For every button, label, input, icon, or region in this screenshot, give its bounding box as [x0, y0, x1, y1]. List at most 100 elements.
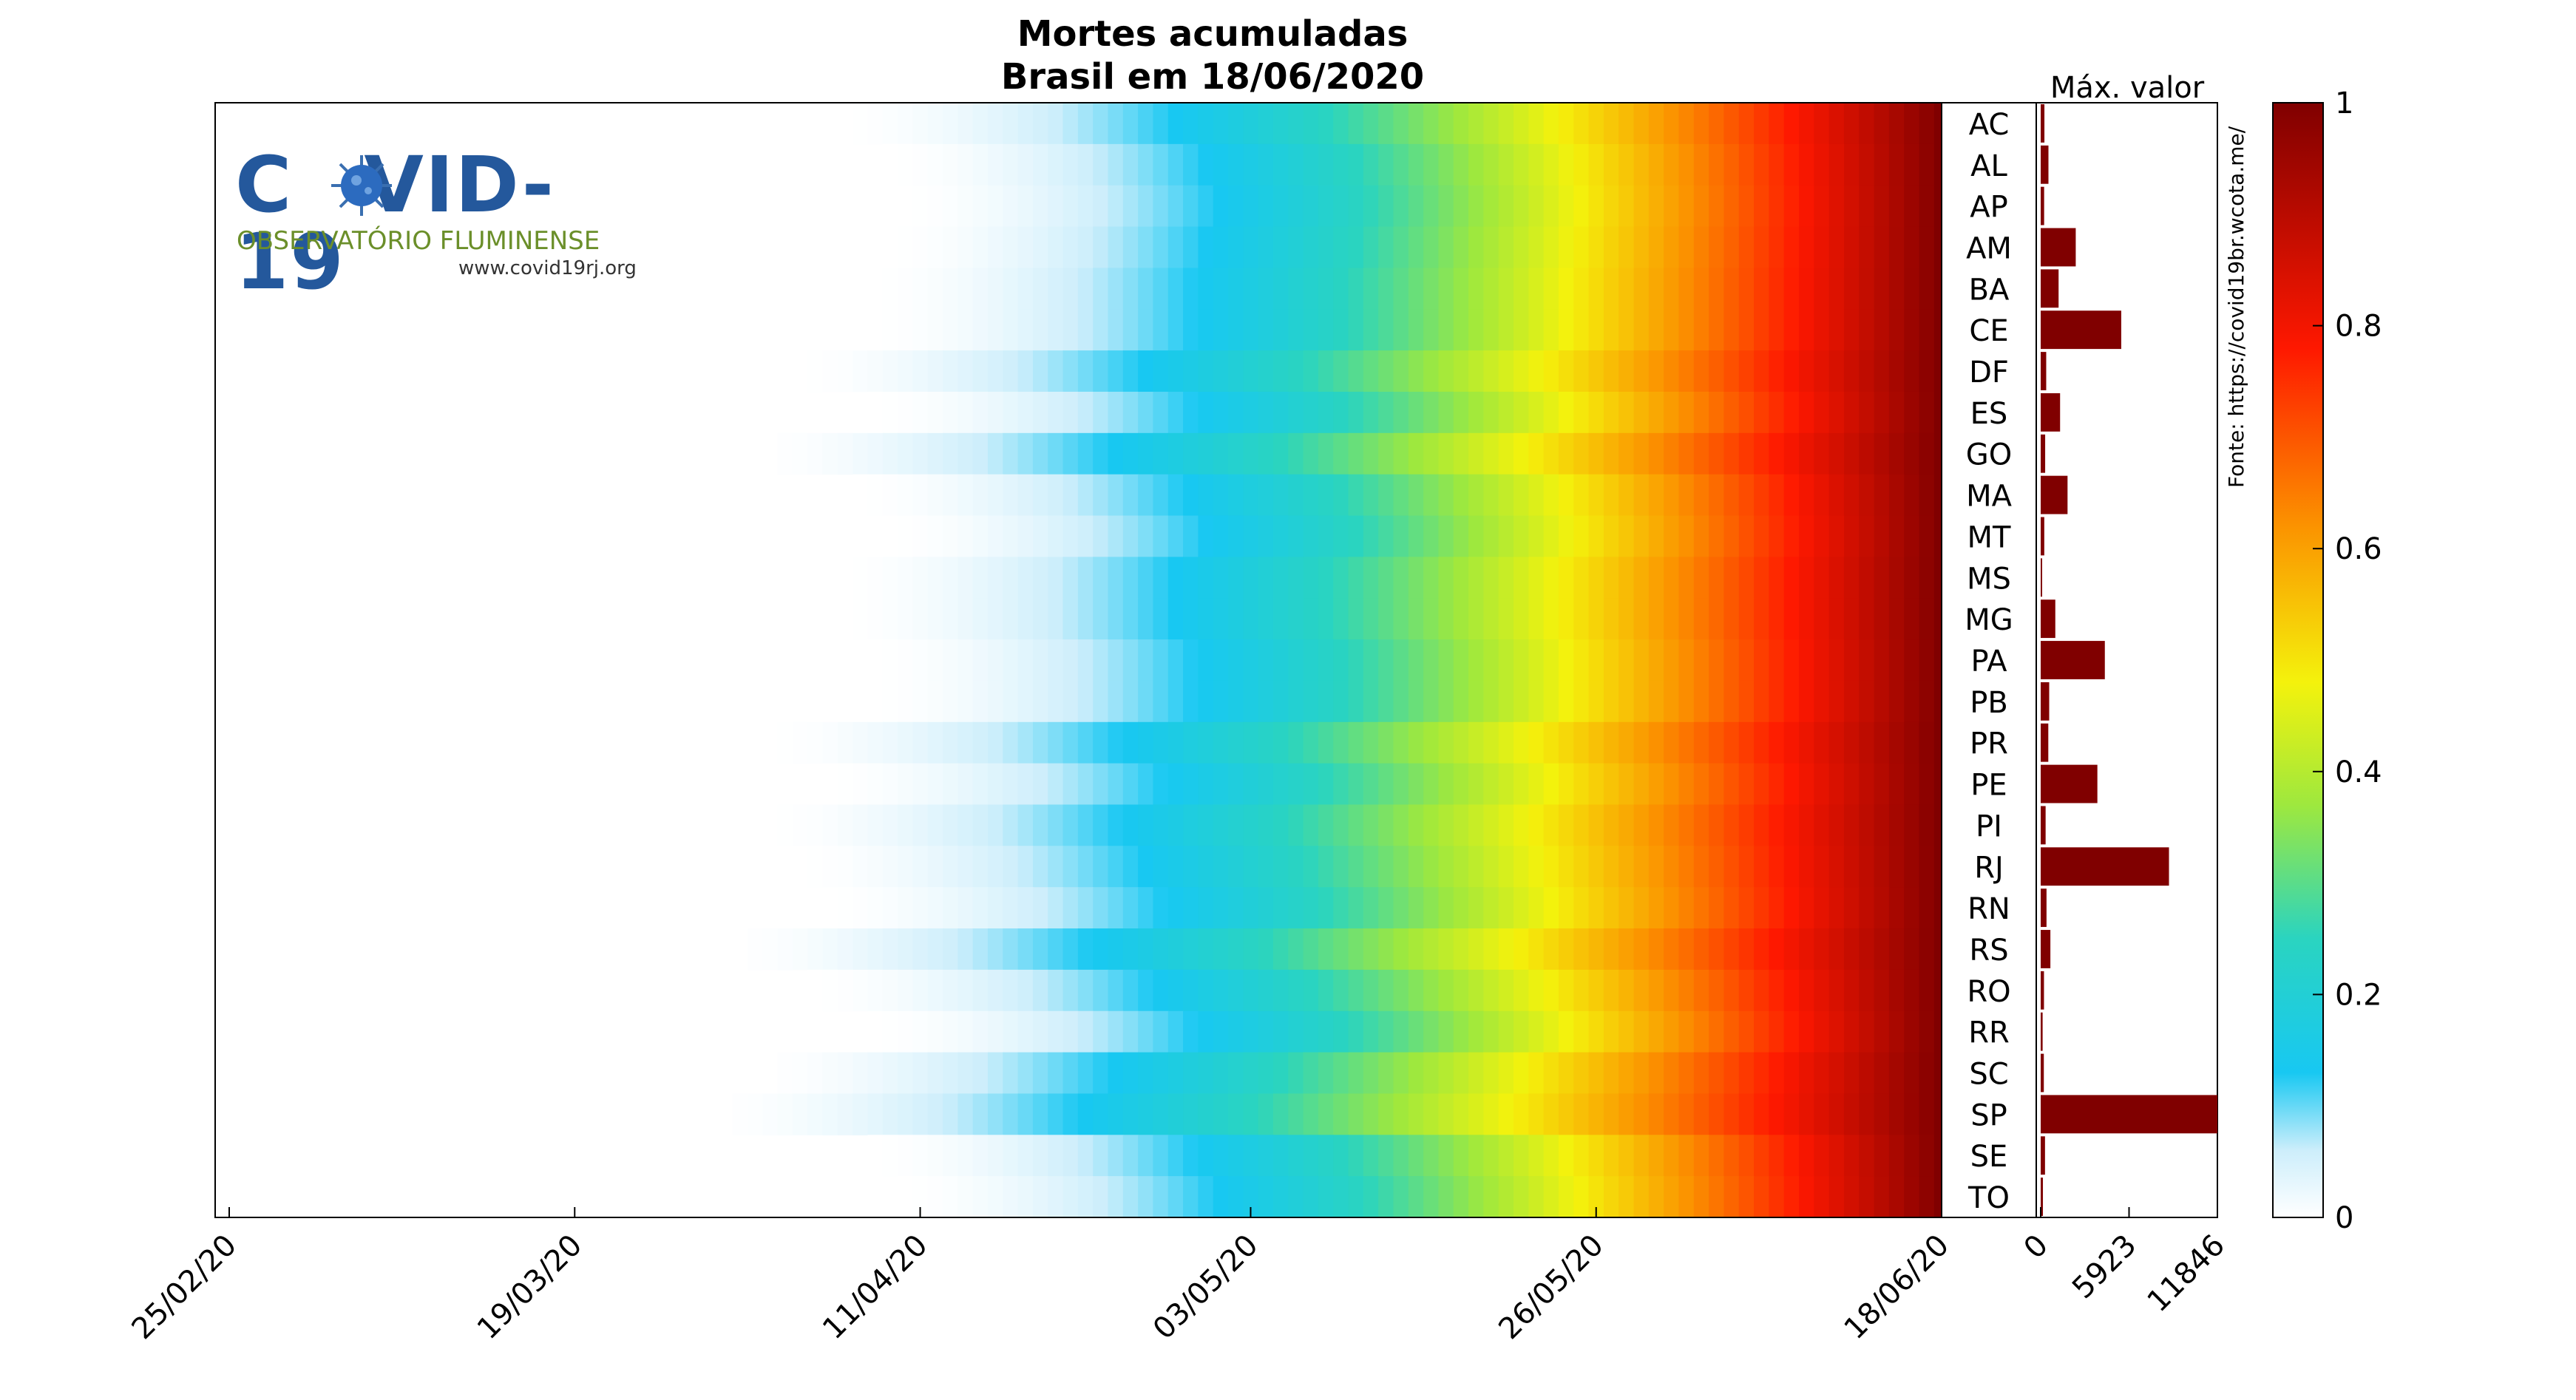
- heatmap-cell: [1378, 391, 1394, 434]
- heatmap-cell: [1093, 969, 1109, 1012]
- heatmap-cell: [1558, 226, 1575, 269]
- heatmap-cell: [1288, 680, 1304, 723]
- heatmap-cell: [1709, 391, 1725, 434]
- heatmap-cell: [1573, 557, 1590, 599]
- heatmap-cell: [927, 226, 943, 269]
- heatmap-cell: [927, 515, 943, 557]
- heatmap-cell: [912, 143, 929, 186]
- heatmap-cell: [912, 639, 929, 682]
- heatmap-cell: [912, 1093, 929, 1135]
- heatmap-cell: [882, 474, 898, 517]
- heatmap-cell: [1528, 309, 1545, 351]
- heatmap-cell: [1288, 1010, 1304, 1053]
- heatmap-cell: [1693, 887, 1709, 929]
- heatmap-cell: [943, 103, 959, 145]
- heatmap-cell: [1483, 1135, 1499, 1177]
- heatmap-cell: [1032, 185, 1049, 228]
- heatmap-cell: [1198, 350, 1214, 393]
- heatmap-cell: [1408, 103, 1424, 145]
- heatmap-cell: [1843, 1176, 1860, 1218]
- heatmap-cell: [853, 474, 869, 517]
- heatmap-cell: [1709, 680, 1725, 723]
- heatmap-cell: [1153, 1093, 1169, 1135]
- heatmap-cell: [1003, 557, 1019, 599]
- heatmap-cell: [1633, 350, 1650, 393]
- heatmap-cell: [1093, 143, 1109, 186]
- heatmap-cell: [957, 185, 974, 228]
- heatmap-cell: [1393, 1010, 1409, 1053]
- heatmap-cell: [972, 887, 989, 929]
- heatmap-cell: [1438, 1093, 1454, 1135]
- heatmap-cell: [1603, 763, 1620, 806]
- heatmap-cell: [1769, 350, 1785, 393]
- heatmap-cell: [867, 846, 884, 888]
- heatmap-cell: [1769, 391, 1785, 434]
- heatmap-cell: [1498, 887, 1514, 929]
- heatmap-cell: [1138, 763, 1154, 806]
- heatmap-cell: [1228, 1093, 1244, 1135]
- heatmap-cell: [1272, 350, 1289, 393]
- heatmap-cell: [1828, 887, 1845, 929]
- heatmap-cell: [822, 763, 838, 806]
- heatmap-cell: [1122, 969, 1139, 1012]
- heatmap-cell: [1814, 721, 1830, 764]
- heatmap-cell: [1468, 185, 1485, 228]
- heatmap-cell: [1799, 598, 1815, 640]
- x-axis: 25/02/20 19/03/20 11/04/20 03/05/20 26/05/20…: [126, 1207, 1956, 1346]
- heatmap-cell: [1693, 557, 1709, 599]
- heatmap-cell: [912, 350, 929, 393]
- heatmap-cell: [1754, 103, 1770, 145]
- heatmap-cell: [1919, 846, 1935, 888]
- heatmap-cell: [1799, 639, 1815, 682]
- heatmap-cell: [1183, 639, 1199, 682]
- heatmap-cell: [987, 515, 1004, 557]
- heatmap-cell: [1423, 474, 1440, 517]
- heatmap-cell: [1108, 763, 1124, 806]
- heatmap-cell: [1709, 268, 1725, 310]
- heatmap-cell: [1438, 1010, 1454, 1053]
- heatmap-cell: [867, 309, 884, 351]
- heatmap-cell: [1348, 226, 1364, 269]
- heatmap-cell: [957, 846, 974, 888]
- heatmap-cell: [1483, 432, 1499, 475]
- heatmap-cell: [1904, 103, 1920, 145]
- heatmap-cell: [1828, 1010, 1845, 1053]
- state-label: AP: [1970, 191, 2007, 225]
- heatmap-cell: [1919, 639, 1935, 682]
- heatmap-cell: [1213, 557, 1229, 599]
- heatmap-cell: [1678, 721, 1695, 764]
- heatmap-cell: [943, 680, 959, 723]
- heatmap-cell: [1859, 969, 1875, 1012]
- heatmap-cell: [1814, 1093, 1830, 1135]
- heatmap-cell: [822, 887, 838, 929]
- heatmap-cell: [1153, 928, 1169, 971]
- heatmap-cell: [1619, 1176, 1635, 1218]
- heatmap-cell: [1438, 1176, 1454, 1218]
- heatmap-cell: [912, 557, 929, 599]
- heatmap-cell: [957, 143, 974, 186]
- heatmap-cell: [1138, 432, 1154, 475]
- heatmap-cell: [1754, 639, 1770, 682]
- heatmap-cell: [1333, 1135, 1349, 1177]
- heatmap-cell: [1573, 515, 1590, 557]
- heatmap-cell: [912, 846, 929, 888]
- heatmap-cell: [1258, 1135, 1274, 1177]
- heatmap-cell: [1423, 598, 1440, 640]
- heatmap-cell: [1213, 928, 1229, 971]
- heatmap-cell: [1062, 226, 1079, 269]
- heatmap-cell: [1498, 1093, 1514, 1135]
- heatmap-cell: [972, 598, 989, 640]
- heatmap-cell: [987, 680, 1004, 723]
- heatmap-cell: [1633, 1010, 1650, 1053]
- heatmap-cell: [1393, 928, 1409, 971]
- heatmap-cell: [1588, 226, 1604, 269]
- heatmap-cell: [1153, 432, 1169, 475]
- heatmap-cell: [957, 557, 974, 599]
- heatmap-cell: [1468, 680, 1485, 723]
- heatmap-cell: [1258, 143, 1274, 186]
- side-bar: [2041, 310, 2121, 350]
- heatmap-cell: [1859, 1010, 1875, 1053]
- heatmap-cell: [1799, 185, 1815, 228]
- heatmap-cell: [1888, 557, 1905, 599]
- heatmap-cell: [1003, 474, 1019, 517]
